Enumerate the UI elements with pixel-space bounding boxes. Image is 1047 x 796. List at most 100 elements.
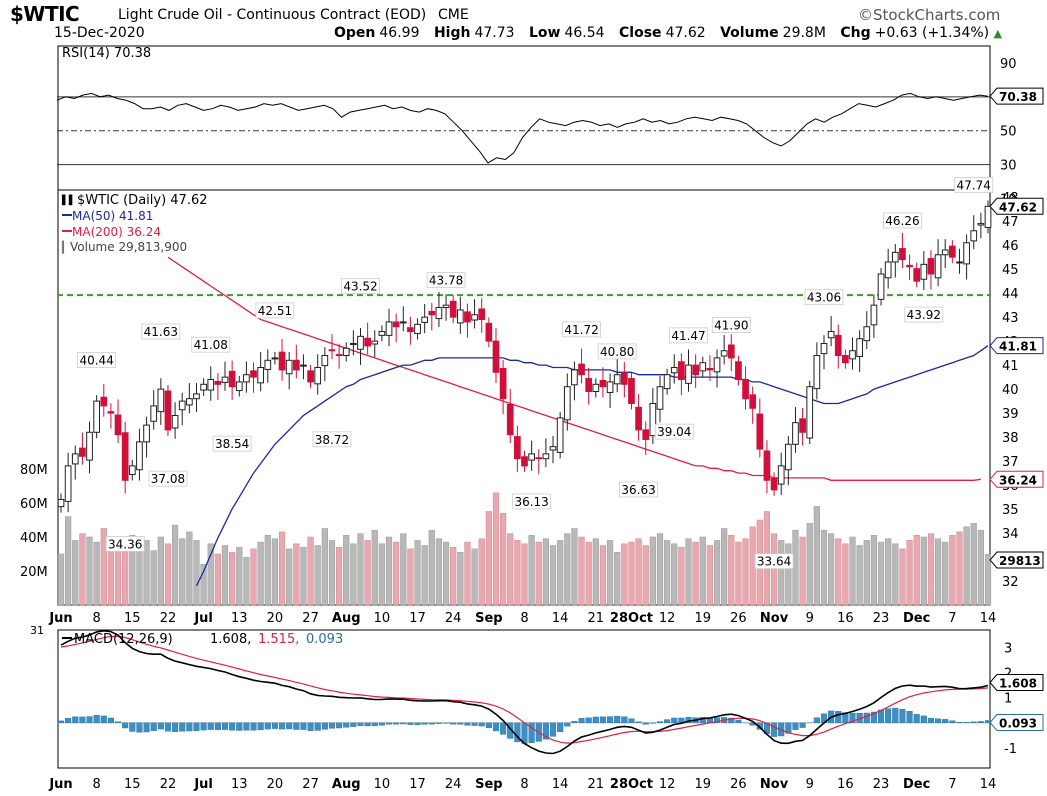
candle	[207, 366, 215, 401]
macd-histogram-bar	[257, 722, 264, 731]
volume-bar	[57, 553, 65, 606]
candle-body	[692, 364, 699, 376]
macd-histogram-bar	[336, 722, 343, 729]
volume-bar	[114, 550, 122, 606]
macd-histogram-bar	[628, 718, 635, 724]
price-annotation-text: 41.47	[671, 329, 705, 343]
macd-histogram-bar	[642, 722, 649, 725]
x-label-top-24: Dec	[903, 611, 930, 626]
macd-histogram-bar	[599, 716, 606, 724]
open-value: 46.99	[379, 25, 420, 41]
volume-value: 29.8M	[782, 25, 826, 41]
candle	[899, 232, 906, 268]
macd-histogram-bar	[364, 722, 371, 727]
macd-histogram-bar	[65, 718, 72, 724]
volume-bar	[307, 536, 314, 606]
ma50-value-tag-box	[989, 337, 1044, 355]
price-annotation: 47.74	[954, 177, 994, 193]
candle	[735, 355, 742, 386]
volume-bar	[606, 540, 614, 606]
macd-histogram-bar	[300, 722, 307, 730]
candle	[599, 367, 607, 398]
price-annotation-box	[711, 317, 751, 333]
macd-line	[60, 629, 989, 755]
macd-histogram-bar	[271, 722, 278, 729]
volume-bar	[328, 540, 336, 606]
price-annotation-box	[105, 535, 145, 552]
volume-bar	[892, 543, 899, 606]
x-label-top-6: 20	[267, 611, 284, 626]
volume-bar	[671, 543, 678, 606]
x-label-top-11: 24	[445, 611, 462, 626]
volume-bar	[678, 546, 685, 606]
x-label-bottom-11: 24	[445, 777, 462, 792]
candle	[585, 367, 593, 405]
macd-histogram-bar	[407, 722, 414, 725]
volume-bar	[421, 545, 428, 606]
price-annotation-box	[883, 212, 922, 229]
volume-bar	[913, 535, 920, 606]
macd-histogram-bar	[221, 722, 229, 730]
candle-body	[806, 386, 814, 439]
candle	[478, 298, 486, 333]
price-annotation-box	[77, 352, 117, 368]
candle-body	[656, 386, 664, 410]
candle-body	[421, 316, 429, 323]
macd-histogram-bar	[699, 717, 706, 724]
macd-histogram-bar	[671, 717, 678, 724]
candle-body	[578, 363, 585, 376]
ma200-value-tag-text: 36.24	[999, 473, 1037, 487]
candle-body	[799, 418, 806, 433]
candle-body	[727, 344, 735, 359]
x-label-bottom-4: Jul	[193, 777, 213, 792]
macd-histogram-bar	[72, 716, 79, 724]
candle	[963, 234, 970, 280]
macd-histogram-bar	[357, 722, 364, 726]
x-label-bottom-7: 27	[302, 777, 319, 792]
macd-histogram-bar	[236, 722, 243, 731]
macd-histogram-bar	[86, 716, 93, 724]
price-annotation-text: 37.08	[151, 472, 185, 486]
volume-bar	[713, 540, 721, 606]
volume-bar	[799, 536, 806, 606]
last-close-tag-box	[989, 197, 1044, 215]
x-label-bottom-12: Sep	[475, 777, 503, 792]
macd-histogram-bar	[728, 717, 735, 724]
candle-body	[620, 372, 628, 385]
price-tick-40: 40	[1002, 383, 1019, 398]
macd-histogram-bar	[528, 722, 535, 743]
exchange-label: CME	[438, 7, 469, 23]
candle-body	[977, 223, 985, 226]
price-tick-47: 47	[1002, 215, 1019, 230]
candle	[321, 347, 329, 382]
price-annotation-text: 47.74	[957, 178, 991, 192]
candle	[692, 354, 699, 388]
volume-bar	[735, 541, 742, 606]
candle-body	[228, 370, 236, 388]
macd-histogram-bar	[956, 722, 963, 724]
volume-bar	[507, 533, 514, 606]
candle	[784, 435, 792, 486]
candle-body	[813, 355, 821, 390]
volume-bar	[229, 552, 236, 606]
macd-histogram-bar	[892, 707, 899, 724]
x-label-top-3: 22	[160, 611, 177, 626]
candle	[278, 338, 286, 381]
price-annotation-box	[141, 323, 181, 340]
candle-body	[214, 380, 222, 385]
candle	[235, 375, 243, 397]
volume-tick-20: 20M	[20, 565, 48, 580]
x-label-bottom-15: 21	[588, 777, 605, 792]
volume-bar	[428, 529, 435, 606]
macd-histogram-bar	[79, 716, 86, 724]
price-annotation-box	[597, 343, 637, 360]
candle	[941, 239, 949, 268]
price-annotation: 42.51	[255, 302, 295, 319]
candle-body	[136, 441, 143, 471]
volume-bar	[179, 538, 186, 606]
candle-body	[884, 261, 892, 279]
volume-bar	[649, 536, 656, 606]
macd-histogram-bar	[635, 721, 642, 724]
candle-body	[763, 450, 771, 481]
candle-body	[143, 424, 150, 443]
